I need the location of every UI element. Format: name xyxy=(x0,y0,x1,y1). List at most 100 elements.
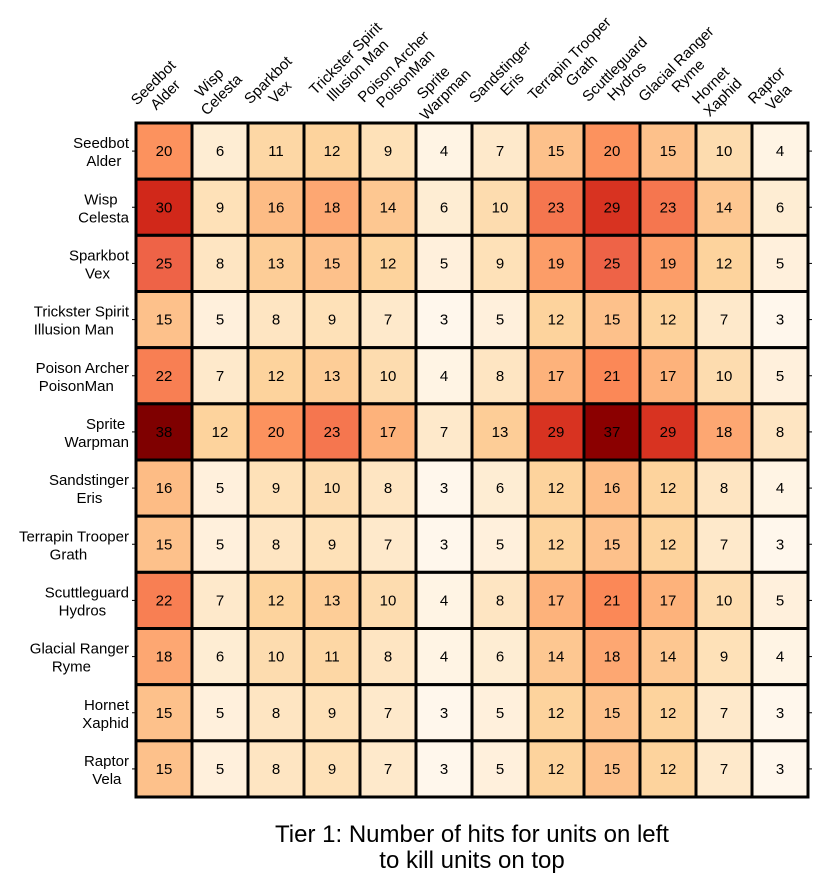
cell-value-label: 5 xyxy=(440,255,448,272)
row-label: Wisp Celesta xyxy=(78,191,130,226)
cell-value-label: 10 xyxy=(324,480,341,497)
cell-value-label: 7 xyxy=(216,368,224,385)
cell-value-label: 12 xyxy=(548,705,565,722)
row-label: Trickster Spirit Illusion Man xyxy=(34,304,130,339)
cell-value-label: 7 xyxy=(216,592,224,609)
cell-value-label: 4 xyxy=(776,649,784,666)
heatmap-cell xyxy=(302,402,362,462)
cell-value-label: 22 xyxy=(156,368,173,385)
cell-value-label: 7 xyxy=(384,312,392,329)
cell-value-label: 38 xyxy=(156,424,173,441)
row-label-line: Trickster Spirit xyxy=(34,304,130,321)
heatmap-cell xyxy=(470,346,530,406)
cell-value-label: 5 xyxy=(776,592,784,609)
cell-value-label: 17 xyxy=(548,592,565,609)
heatmap-cell xyxy=(750,683,810,743)
heatmap-cell xyxy=(190,458,250,518)
cell-value-label: 10 xyxy=(380,592,397,609)
cell-value-label: 18 xyxy=(156,649,173,666)
cell-value-label: 21 xyxy=(604,368,621,385)
heatmap-cell xyxy=(134,683,194,743)
cell-value-label: 14 xyxy=(660,649,677,666)
row-label-line: Sparkbot xyxy=(69,247,130,264)
cell-value-label: 10 xyxy=(716,368,733,385)
row-label-line: Terrapin Trooper xyxy=(19,528,129,545)
cell-value-label: 11 xyxy=(268,143,284,160)
heatmap-cell xyxy=(470,627,530,687)
cell-value-label: 7 xyxy=(384,536,392,553)
heatmap-cell xyxy=(470,570,530,630)
heatmap-cell xyxy=(302,514,362,574)
cell-value-label: 6 xyxy=(440,199,448,216)
cell-value-label: 4 xyxy=(440,143,448,160)
row-label: Poison Archer PoisonMan xyxy=(36,360,129,395)
cell-value-label: 15 xyxy=(604,705,621,722)
heatmap-cell xyxy=(470,683,530,743)
row-label-line: Warpman xyxy=(65,434,129,451)
cell-value-label: 3 xyxy=(776,705,784,722)
heatmap-cell xyxy=(750,233,810,293)
heatmap-cell xyxy=(470,514,530,574)
row-label-line: Xaphid xyxy=(82,715,129,732)
cell-value-label: 12 xyxy=(268,368,285,385)
cell-value-label: 7 xyxy=(384,705,392,722)
heatmap-cell xyxy=(190,346,250,406)
row-label-line: Sandstinger xyxy=(49,472,129,489)
heatmap-cell xyxy=(358,514,418,574)
cell-value-label: 15 xyxy=(156,536,173,553)
plot-frame xyxy=(135,122,809,798)
cell-value-label: 3 xyxy=(776,761,784,778)
cell-value-label: 9 xyxy=(384,143,392,160)
cell-value-label: 13 xyxy=(324,592,341,609)
heatmap-cell xyxy=(582,458,642,518)
heatmap-cell xyxy=(526,177,586,237)
cell-value-label: 19 xyxy=(548,255,565,272)
row-label-line: Sprite xyxy=(86,416,125,433)
cell-value-label: 25 xyxy=(156,255,173,272)
cell-value-label: 8 xyxy=(384,480,392,497)
cell-value-label: 9 xyxy=(720,649,728,666)
cell-value-label: 10 xyxy=(716,143,733,160)
cell-value-label: 15 xyxy=(156,761,173,778)
cell-value-label: 15 xyxy=(156,705,173,722)
cell-value-label: 29 xyxy=(604,199,621,216)
heatmap-cell xyxy=(470,458,530,518)
row-label-line: Hydros xyxy=(59,602,107,619)
cell-value-label: 15 xyxy=(324,255,341,272)
row-label: Raptor Vela xyxy=(84,753,129,788)
heatmap-cell xyxy=(246,346,306,406)
heatmap-cell xyxy=(694,177,754,237)
row-label: Sprite Warpman xyxy=(65,416,129,451)
cell-value-label: 15 xyxy=(604,536,621,553)
heatmap-cell xyxy=(470,402,530,462)
cell-value-label: 7 xyxy=(496,143,504,160)
cell-value-label: 8 xyxy=(272,536,280,553)
cell-value-label: 18 xyxy=(716,424,733,441)
cell-value-label: 20 xyxy=(604,143,621,160)
cell-value-label: 12 xyxy=(212,424,229,441)
cell-value-label: 8 xyxy=(496,592,504,609)
heatmap-cell xyxy=(134,402,194,462)
cell-value-label: 9 xyxy=(216,199,224,216)
cell-value-label: 19 xyxy=(660,255,677,272)
cell-value-label: 3 xyxy=(776,312,784,329)
heatmap-cells: 20 6 11 12 9 4 7 15 20 15 10 4 30 9 16 18 14 6 10 23 29 23 14 6… xyxy=(134,121,810,799)
cell-value-label: 4 xyxy=(440,649,448,666)
cell-value-label: 17 xyxy=(380,424,397,441)
cell-value-label: 5 xyxy=(216,312,224,329)
cell-value-label: 16 xyxy=(604,480,621,497)
cell-value-label: 5 xyxy=(496,761,504,778)
heatmap-cell xyxy=(526,121,586,181)
row-label: Sparkbot Vex xyxy=(69,247,130,282)
cell-value-label: 7 xyxy=(720,705,728,722)
cell-value-label: 17 xyxy=(548,368,565,385)
heatmap-cell xyxy=(414,683,474,743)
column-label-line: Sandstinger xyxy=(466,38,535,107)
cell-value-label: 7 xyxy=(720,536,728,553)
cell-value-label: 30 xyxy=(156,199,173,216)
row-label-line: Raptor xyxy=(84,753,129,770)
row-label-line: Glacial Ranger xyxy=(30,641,129,658)
